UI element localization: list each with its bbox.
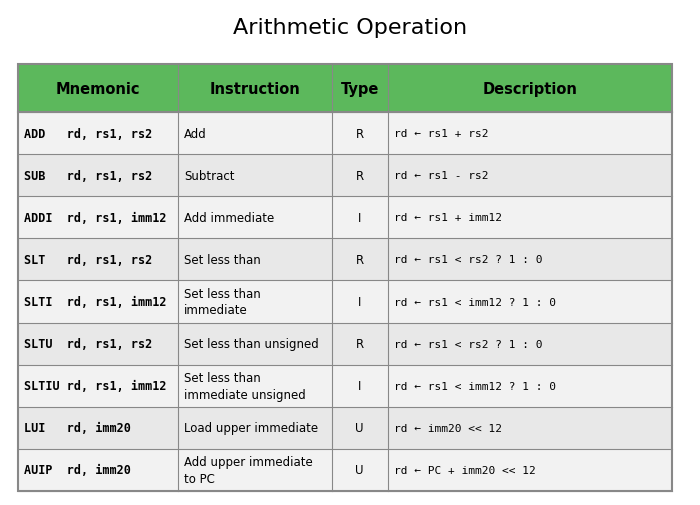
Bar: [18, 365, 672, 407]
Text: Instruction: Instruction: [210, 81, 300, 96]
Text: Set less than
immediate unsigned: Set less than immediate unsigned: [184, 371, 306, 401]
Text: rd ← rs1 + imm12: rd ← rs1 + imm12: [393, 213, 501, 223]
Text: Mnemonic: Mnemonic: [56, 81, 141, 96]
Text: ADDI  rd, rs1, imm12: ADDI rd, rs1, imm12: [24, 212, 167, 224]
Text: Set less than: Set less than: [184, 254, 261, 266]
Text: Set less than
immediate: Set less than immediate: [184, 287, 261, 317]
Text: Load upper immediate: Load upper immediate: [184, 422, 318, 434]
Text: SLTU  rd, rs1, rs2: SLTU rd, rs1, rs2: [24, 337, 153, 350]
Text: Description: Description: [482, 81, 578, 96]
Text: SLTI  rd, rs1, imm12: SLTI rd, rs1, imm12: [24, 295, 167, 309]
Text: rd ← rs1 < imm12 ? 1 : 0: rd ← rs1 < imm12 ? 1 : 0: [393, 381, 556, 391]
Text: SLTIU rd, rs1, imm12: SLTIU rd, rs1, imm12: [24, 379, 167, 392]
Text: R: R: [356, 169, 364, 182]
Text: rd ← rs1 < rs2 ? 1 : 0: rd ← rs1 < rs2 ? 1 : 0: [393, 255, 542, 265]
Text: I: I: [358, 295, 361, 309]
Bar: [18, 113, 672, 155]
Bar: [18, 155, 672, 197]
Text: ADD   rd, rs1, rs2: ADD rd, rs1, rs2: [24, 127, 153, 140]
Text: rd ← imm20 << 12: rd ← imm20 << 12: [393, 423, 501, 433]
Bar: [18, 449, 672, 491]
Text: rd ← PC + imm20 << 12: rd ← PC + imm20 << 12: [393, 465, 536, 475]
Text: Set less than unsigned: Set less than unsigned: [184, 337, 319, 350]
Text: U: U: [356, 464, 364, 477]
Text: U: U: [356, 422, 364, 434]
Bar: [18, 239, 672, 281]
Text: I: I: [358, 212, 361, 224]
Text: Arithmetic Operation: Arithmetic Operation: [233, 18, 467, 38]
Text: AUIP  rd, imm20: AUIP rd, imm20: [24, 464, 131, 477]
Text: SUB   rd, rs1, rs2: SUB rd, rs1, rs2: [24, 169, 153, 182]
Bar: [18, 65, 672, 491]
Text: LUI   rd, imm20: LUI rd, imm20: [24, 422, 131, 434]
Text: I: I: [358, 379, 361, 392]
Text: R: R: [356, 337, 364, 350]
Text: rd ← rs1 + rs2: rd ← rs1 + rs2: [393, 129, 488, 139]
Text: rd ← rs1 - rs2: rd ← rs1 - rs2: [393, 171, 488, 181]
Text: Add immediate: Add immediate: [184, 212, 274, 224]
Text: R: R: [356, 127, 364, 140]
Bar: [18, 323, 672, 365]
Text: rd ← rs1 < imm12 ? 1 : 0: rd ← rs1 < imm12 ? 1 : 0: [393, 297, 556, 307]
Text: R: R: [356, 254, 364, 266]
Text: Add upper immediate
to PC: Add upper immediate to PC: [184, 455, 313, 485]
Bar: [18, 407, 672, 449]
Bar: [18, 197, 672, 239]
Text: rd ← rs1 < rs2 ? 1 : 0: rd ← rs1 < rs2 ? 1 : 0: [393, 339, 542, 349]
Text: Type: Type: [340, 81, 379, 96]
Text: Subtract: Subtract: [184, 169, 234, 182]
Bar: [18, 65, 672, 113]
Text: SLT   rd, rs1, rs2: SLT rd, rs1, rs2: [24, 254, 153, 266]
Bar: [18, 281, 672, 323]
Text: Add: Add: [184, 127, 207, 140]
